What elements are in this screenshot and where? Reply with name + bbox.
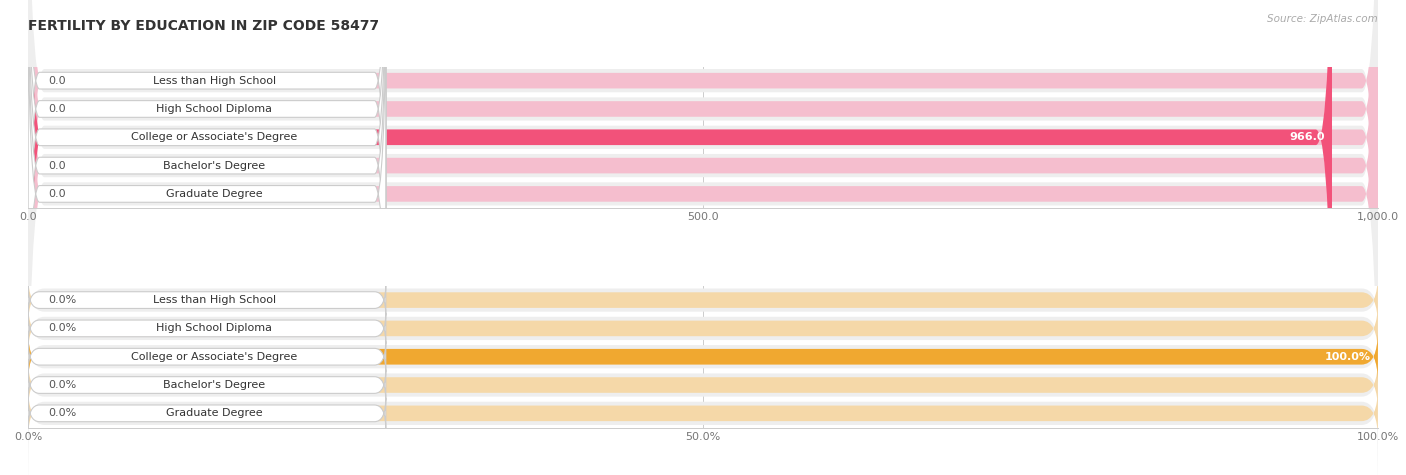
FancyBboxPatch shape bbox=[28, 274, 1378, 326]
FancyBboxPatch shape bbox=[28, 370, 385, 400]
FancyBboxPatch shape bbox=[28, 0, 385, 423]
Text: Bachelor's Degree: Bachelor's Degree bbox=[163, 380, 266, 390]
Text: 0.0%: 0.0% bbox=[48, 323, 76, 333]
FancyBboxPatch shape bbox=[28, 0, 1378, 475]
Text: Bachelor's Degree: Bachelor's Degree bbox=[163, 161, 266, 171]
FancyBboxPatch shape bbox=[28, 0, 1378, 441]
Text: College or Associate's Degree: College or Associate's Degree bbox=[131, 352, 297, 362]
FancyBboxPatch shape bbox=[28, 306, 1378, 351]
FancyBboxPatch shape bbox=[28, 0, 385, 310]
FancyBboxPatch shape bbox=[28, 0, 1378, 475]
Text: Less than High School: Less than High School bbox=[153, 295, 276, 305]
Text: Graduate Degree: Graduate Degree bbox=[166, 408, 263, 418]
FancyBboxPatch shape bbox=[28, 0, 1378, 413]
FancyBboxPatch shape bbox=[28, 278, 1378, 323]
FancyBboxPatch shape bbox=[28, 0, 385, 367]
FancyBboxPatch shape bbox=[28, 0, 1378, 469]
Text: 0.0: 0.0 bbox=[48, 76, 66, 86]
FancyBboxPatch shape bbox=[28, 0, 1378, 475]
Text: FERTILITY BY EDUCATION IN ZIP CODE 58477: FERTILITY BY EDUCATION IN ZIP CODE 58477 bbox=[28, 19, 380, 33]
FancyBboxPatch shape bbox=[28, 302, 1378, 355]
FancyBboxPatch shape bbox=[28, 398, 385, 429]
FancyBboxPatch shape bbox=[28, 0, 1378, 437]
Text: 0.0: 0.0 bbox=[48, 189, 66, 199]
FancyBboxPatch shape bbox=[28, 0, 385, 339]
FancyBboxPatch shape bbox=[28, 0, 385, 395]
FancyBboxPatch shape bbox=[28, 0, 1378, 475]
FancyBboxPatch shape bbox=[28, 313, 385, 344]
FancyBboxPatch shape bbox=[28, 391, 1378, 436]
Text: 0.0: 0.0 bbox=[48, 161, 66, 171]
FancyBboxPatch shape bbox=[28, 341, 385, 372]
Text: 966.0: 966.0 bbox=[1289, 132, 1326, 142]
Text: 0.0%: 0.0% bbox=[48, 380, 76, 390]
FancyBboxPatch shape bbox=[28, 387, 1378, 439]
FancyBboxPatch shape bbox=[28, 0, 1331, 469]
FancyBboxPatch shape bbox=[28, 359, 1378, 411]
FancyBboxPatch shape bbox=[28, 334, 1378, 379]
FancyBboxPatch shape bbox=[28, 331, 1378, 383]
Text: 0.0%: 0.0% bbox=[48, 408, 76, 418]
Text: High School Diploma: High School Diploma bbox=[156, 323, 273, 333]
Text: Less than High School: Less than High School bbox=[153, 76, 276, 86]
Text: 100.0%: 100.0% bbox=[1324, 352, 1371, 362]
Text: Graduate Degree: Graduate Degree bbox=[166, 189, 263, 199]
Text: College or Associate's Degree: College or Associate's Degree bbox=[131, 132, 297, 142]
FancyBboxPatch shape bbox=[28, 285, 385, 315]
FancyBboxPatch shape bbox=[28, 362, 1378, 408]
Text: Source: ZipAtlas.com: Source: ZipAtlas.com bbox=[1267, 14, 1378, 24]
Text: 0.0%: 0.0% bbox=[48, 295, 76, 305]
Text: High School Diploma: High School Diploma bbox=[156, 104, 273, 114]
Text: 0.0: 0.0 bbox=[48, 104, 66, 114]
FancyBboxPatch shape bbox=[28, 331, 1378, 383]
FancyBboxPatch shape bbox=[28, 0, 1378, 409]
FancyBboxPatch shape bbox=[28, 0, 1378, 466]
